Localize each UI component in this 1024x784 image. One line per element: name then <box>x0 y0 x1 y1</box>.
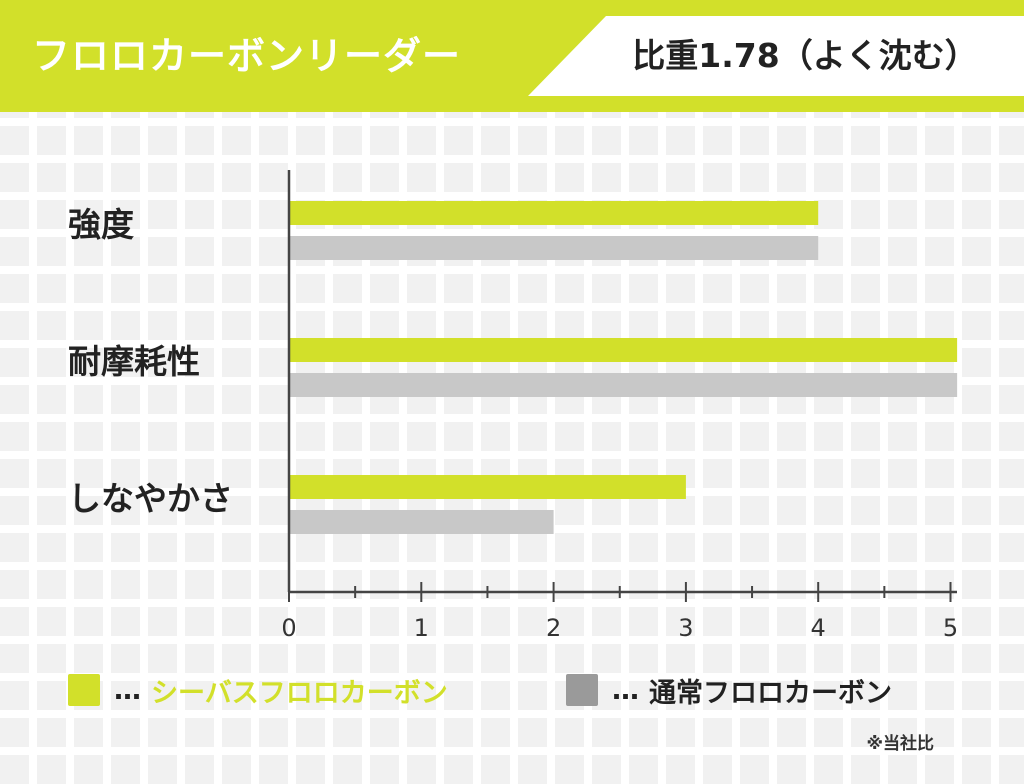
bar-seabass-0 <box>289 201 819 225</box>
legend-swatch-seabass <box>68 674 100 706</box>
bar-normal-1 <box>289 373 958 397</box>
legend-label-seabass: シーバスフロロカーボン <box>151 677 448 709</box>
bar-normal-0 <box>289 236 819 260</box>
specific-gravity-label: 比重1.78（よく沈む） <box>632 36 978 75</box>
category-label: 強度 <box>68 205 134 244</box>
x-tick-label: 1 <box>414 614 429 642</box>
legend-item-normal: … 通常フロロカーボン <box>566 670 892 710</box>
x-tick-label: 0 <box>281 614 296 642</box>
bar-normal-2 <box>289 510 554 534</box>
bar-seabass-1 <box>289 338 958 362</box>
legend-item-seabass: … シーバスフロロカーボン <box>68 670 448 710</box>
x-tick-label: 5 <box>943 614 958 642</box>
legend-label-normal: 通常フロロカーボン <box>649 677 892 709</box>
category-label: しなやかさ <box>68 479 233 518</box>
x-tick-label: 2 <box>546 614 561 642</box>
footnote: ※当社比 <box>866 734 934 754</box>
x-tick-label: 3 <box>678 614 693 642</box>
x-tick-label: 4 <box>811 614 826 642</box>
page-title: フロロカーボンリーダー <box>32 34 462 78</box>
category-label: 耐摩耗性 <box>68 342 200 381</box>
bar-seabass-2 <box>289 475 686 499</box>
legend-prefix: … <box>612 674 639 706</box>
title-badge <box>528 16 1024 96</box>
legend-swatch-normal <box>566 674 598 706</box>
legend-prefix: … <box>114 674 141 706</box>
